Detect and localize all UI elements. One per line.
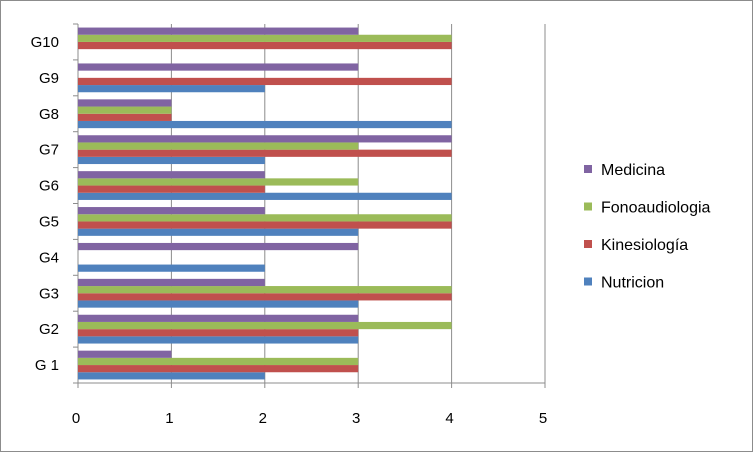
bar-nutricion-g7 (78, 156, 265, 165)
bar-nutricion-g4 (78, 264, 265, 272)
bar-medicina-g5 (78, 207, 265, 215)
x-tick-label: 5 (539, 410, 547, 427)
bar-nutricion-g6 (78, 192, 452, 200)
x-tick-label: 2 (259, 410, 267, 427)
bar-nutricion-g1 (78, 372, 265, 380)
bar-kinesiología-g9 (78, 77, 452, 86)
bar-medicina-g7 (78, 135, 452, 143)
bar-nutricion-g5 (78, 228, 359, 236)
bar-kinesiología-g2 (78, 329, 359, 337)
bar-kinesiología-g5 (78, 221, 452, 229)
x-tick-label: 1 (165, 410, 173, 427)
legend-label: Fonoaudiologia (601, 200, 711, 217)
bar-fonoaudiologia-g8 (78, 106, 172, 114)
legend-swatch-medicina (584, 165, 592, 173)
bar-medicina-g9 (78, 63, 359, 71)
legend-label: Nutricion (601, 275, 664, 292)
bar-fonoaudiologia-g10 (78, 34, 452, 42)
bar-nutricion-g8 (78, 120, 452, 129)
bar-medicina-g8 (78, 99, 172, 107)
bar-fonoaudiologia-g6 (78, 178, 359, 186)
bar-medicina-g2 (78, 314, 359, 322)
legend-swatch-kinesiología (584, 240, 592, 248)
y-tick-label: G6 (39, 178, 59, 195)
bar-medicina-g1 (78, 350, 172, 358)
bar-fonoaudiologia-g5 (78, 214, 452, 222)
y-tick-label: G4 (39, 249, 59, 266)
legend-label: Medicina (601, 162, 665, 179)
x-tick-label: 4 (445, 410, 453, 427)
bar-kinesiología-g1 (78, 365, 359, 373)
y-tick-label: G2 (39, 321, 59, 338)
y-tick-label: G9 (39, 70, 59, 87)
legend-swatch-nutricion (584, 277, 592, 286)
bar-fonoaudiologia-g3 (78, 286, 452, 294)
bar-medicina-g10 (78, 27, 359, 35)
y-tick-label: G3 (39, 285, 59, 302)
bar-kinesiología-g3 (78, 293, 452, 301)
legend-swatch-fonoaudiologia (584, 202, 592, 211)
legend-label: Kinesiología (601, 237, 688, 254)
bar-fonoaudiologia-g2 (78, 321, 452, 330)
bar-medicina-g3 (78, 278, 265, 287)
bar-fonoaudiologia-g7 (78, 142, 359, 150)
y-tick-label: G5 (39, 213, 59, 230)
y-tick-label: G 1 (35, 357, 59, 374)
bar-fonoaudiologia-g1 (78, 357, 359, 366)
bar-nutricion-g3 (78, 300, 359, 308)
bar-medicina-g6 (78, 171, 265, 179)
x-tick-label: 0 (72, 410, 80, 427)
x-tick-label: 3 (352, 410, 360, 427)
bar-nutricion-g2 (78, 336, 359, 344)
y-tick-label: G8 (39, 106, 59, 123)
bar-kinesiología-g8 (78, 113, 172, 121)
y-tick-label: G7 (39, 142, 59, 159)
bar-kinesiología-g6 (78, 185, 265, 193)
bar-nutricion-g9 (78, 85, 265, 93)
bar-kinesiología-g10 (78, 41, 452, 50)
bar-kinesiología-g7 (78, 149, 452, 157)
bar-medicina-g4 (78, 242, 359, 251)
y-tick-label: G10 (31, 34, 59, 51)
